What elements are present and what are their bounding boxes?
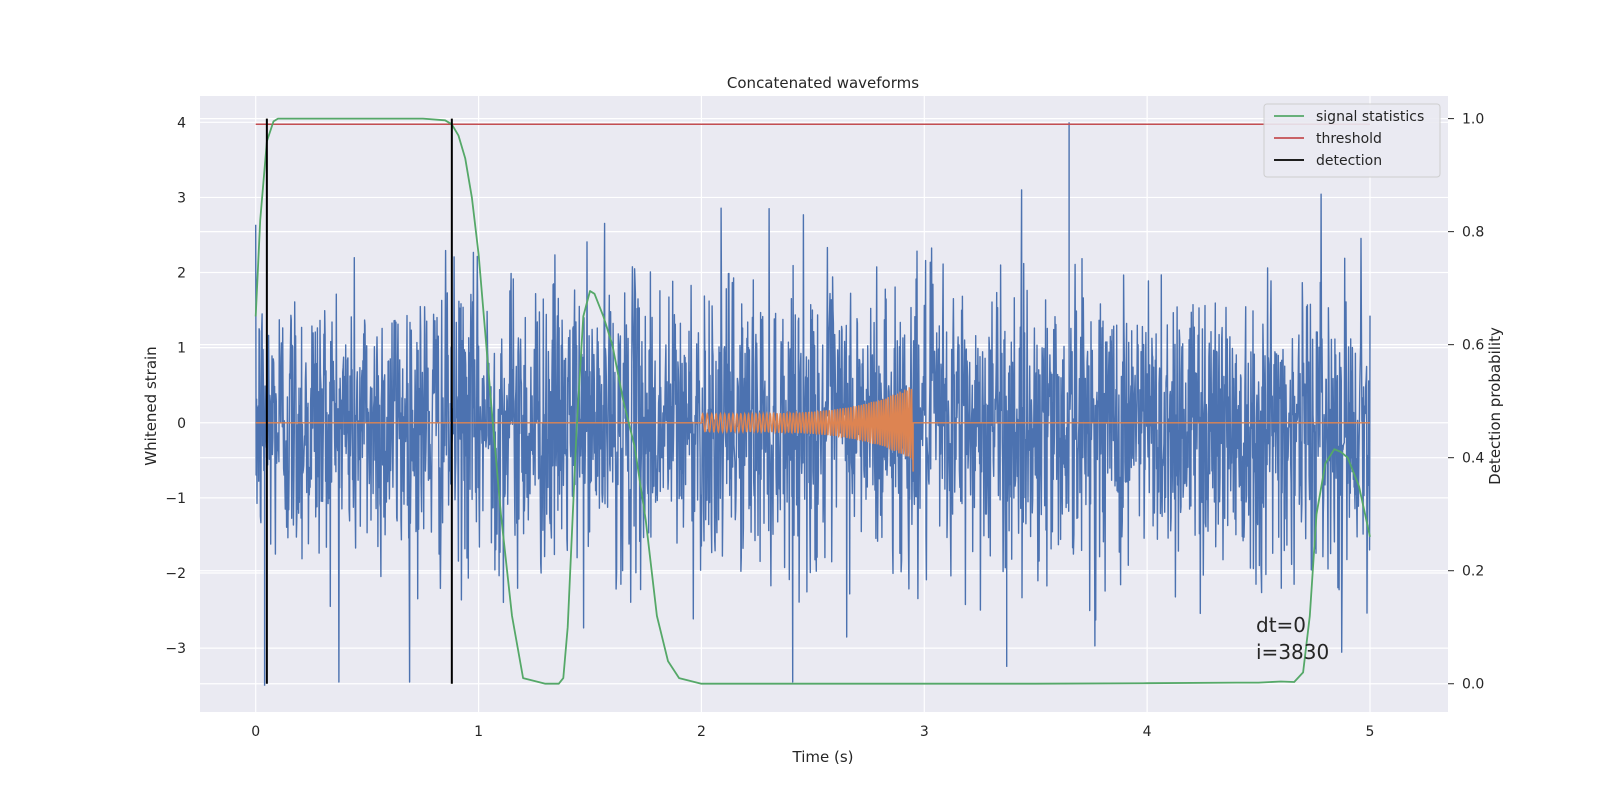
x-axis-label: Time (s) (792, 748, 854, 766)
legend: signal statistics threshold detection (1263, 103, 1441, 178)
y-tick-label: 1 (177, 341, 186, 357)
tick-labels: 0 1 2 3 4 5 −3 −2 −1 0 1 2 3 4 0.0 0.2 0.4 0.6 0.8 1.0 (165, 112, 1484, 740)
y-right-tick-label: 0.2 (1462, 564, 1484, 580)
y-axis-label: Whitened strain (142, 346, 160, 465)
legend-label: signal statistics (1316, 109, 1424, 125)
series-line-signal-statistics (254, 117, 1371, 685)
y-right-tick-label: 0.6 (1462, 338, 1484, 354)
legend-label: detection (1316, 153, 1382, 169)
series-layer (254, 117, 1371, 686)
x-tick-label: 0 (251, 724, 260, 740)
y-axis-right-label: Detection probability (1486, 327, 1504, 485)
y-tick-label: 3 (177, 190, 186, 206)
y-tick-label: −2 (165, 566, 186, 582)
legend-label: threshold (1316, 131, 1382, 147)
annotation-i: i=3830 (1256, 640, 1329, 664)
y-right-tick-label: 0.0 (1462, 677, 1484, 693)
chart-title: Concatenated waveforms (727, 74, 919, 92)
y-tick-label: −1 (165, 491, 186, 507)
series-line-chirp-template (255, 387, 1370, 472)
y-right-tick-label: 0.8 (1462, 225, 1484, 241)
y-tick-label: 4 (177, 115, 186, 131)
y-tick-label: 2 (177, 266, 186, 282)
y-right-tick-label: 0.4 (1462, 451, 1484, 467)
x-tick-label: 1 (474, 724, 483, 740)
legend-box (1263, 103, 1441, 178)
x-tick-label: 2 (697, 724, 706, 740)
x-tick-label: 4 (1143, 724, 1152, 740)
y-right-tick-label: 1.0 (1462, 112, 1484, 128)
y-tick-label: 0 (177, 416, 186, 432)
x-tick-label: 5 (1366, 724, 1375, 740)
series-line-strain-noise (255, 122, 1371, 686)
x-tick-label: 3 (920, 724, 929, 740)
y-tick-label: −3 (165, 641, 186, 657)
annotation-dt: dt=0 (1256, 613, 1306, 637)
